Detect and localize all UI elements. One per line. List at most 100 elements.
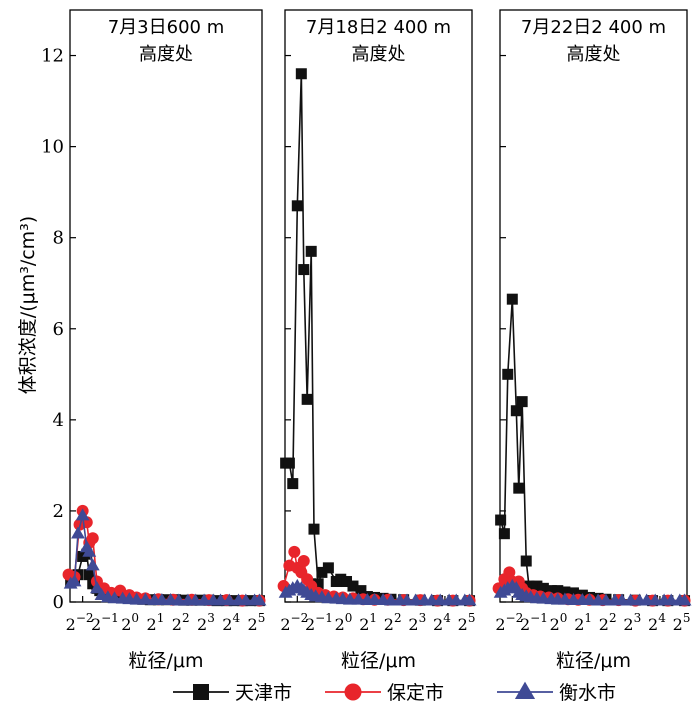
series-衡水市 (63, 508, 267, 606)
x-tick-label: 2−1 (305, 611, 333, 634)
data-point (335, 573, 347, 585)
y-tick-label: 10 (41, 137, 64, 158)
x-tick-label: 23 (408, 611, 426, 634)
data-point (301, 393, 313, 405)
series-天津市 (495, 293, 691, 607)
data-point (297, 555, 310, 568)
x-tick-label: 22 (384, 611, 402, 634)
x-axis-label: 粒径/μm (129, 650, 204, 672)
panel-title-line1: 7月18日2 400 m (306, 17, 451, 38)
legend-label: 保定市 (387, 682, 444, 704)
x-tick-label: 21 (147, 611, 165, 634)
data-point (537, 582, 549, 594)
data-point (298, 264, 310, 276)
y-tick-label: 12 (41, 46, 64, 67)
data-point (677, 593, 692, 606)
data-point (520, 555, 532, 567)
x-tick-label: 2−1 (91, 611, 119, 634)
legend-item-衡水市: 衡水市 (497, 681, 616, 704)
data-point (197, 593, 212, 606)
data-point (498, 528, 510, 540)
data-point (129, 592, 144, 605)
x-tick-label: 2−1 (520, 611, 548, 634)
panel-title-line2: 高度处 (567, 44, 621, 65)
panel-title-line2: 高度处 (352, 44, 406, 65)
data-point (347, 580, 359, 592)
x-tick-label: 22 (172, 611, 190, 634)
data-point (557, 592, 572, 605)
legend-marker (344, 683, 362, 701)
data-point (545, 585, 557, 597)
data-point (188, 593, 203, 606)
data-point (506, 293, 518, 305)
y-tick-label: 2 (53, 501, 64, 522)
x-tick-label: 2−2 (66, 611, 94, 634)
x-tick-label: 20 (121, 611, 139, 634)
x-tick-label: 25 (673, 611, 691, 634)
x-tick-label: 23 (623, 611, 641, 634)
data-point (531, 580, 543, 592)
data-point (462, 593, 477, 606)
data-point (384, 593, 398, 606)
data-point (287, 478, 299, 490)
x-tick-label: 24 (433, 611, 451, 634)
data-point (495, 514, 507, 526)
data-point (513, 482, 525, 494)
data-point (559, 586, 571, 598)
data-point (552, 585, 564, 597)
y-tick-label: 6 (53, 319, 64, 340)
y-axis-label: 体积浓度/(μm³/cm³) (17, 216, 39, 394)
panel-title-line1: 7月3日600 m (108, 17, 225, 38)
x-tick-label: 25 (248, 611, 266, 634)
data-point (238, 593, 253, 606)
data-point (85, 558, 100, 571)
legend-marker (514, 681, 536, 700)
data-point (648, 593, 663, 606)
legend-label: 衡水市 (559, 682, 616, 704)
data-point (291, 200, 303, 212)
data-point (341, 576, 353, 588)
data-point (510, 405, 522, 417)
x-tick-label: 20 (335, 611, 353, 634)
x-tick-label: 21 (359, 611, 377, 634)
data-point (283, 457, 295, 469)
plot-frame (69, 9, 263, 603)
series-衡水市 (493, 578, 692, 606)
series-line (499, 299, 685, 602)
data-point (305, 245, 317, 257)
data-point (599, 593, 613, 606)
data-point (582, 593, 597, 606)
data-point (351, 592, 366, 605)
x-axis-label: 粒径/μm (556, 650, 631, 672)
panel-title-line2: 高度处 (139, 44, 193, 65)
data-point (516, 396, 528, 408)
data-point (154, 593, 169, 606)
series-天津市 (280, 68, 476, 607)
panel-title-line1: 7月22日2 400 m (521, 17, 666, 38)
data-point (408, 593, 423, 606)
x-tick-label: 23 (197, 611, 215, 634)
legend-label: 天津市 (235, 682, 292, 704)
data-point (502, 368, 514, 380)
legend: 天津市 保定市 衡水市 (173, 681, 616, 704)
x-tick-label: 21 (574, 611, 592, 634)
x-tick-label: 24 (222, 611, 240, 634)
x-tick-label: 24 (648, 611, 666, 634)
x-tick-label: 2−2 (280, 611, 308, 634)
data-point (75, 508, 90, 521)
data-point (623, 593, 638, 606)
data-point (83, 569, 95, 581)
data-point (71, 526, 85, 539)
legend-marker (193, 684, 209, 700)
x-axis-label: 粒径/μm (341, 650, 416, 672)
data-point (312, 578, 324, 590)
data-point (322, 562, 334, 574)
data-point (171, 593, 186, 606)
x-tick-label: 25 (458, 611, 476, 634)
data-point (567, 587, 579, 599)
x-tick-label: 2−2 (495, 611, 523, 634)
legend-item-天津市: 天津市 (173, 682, 292, 704)
